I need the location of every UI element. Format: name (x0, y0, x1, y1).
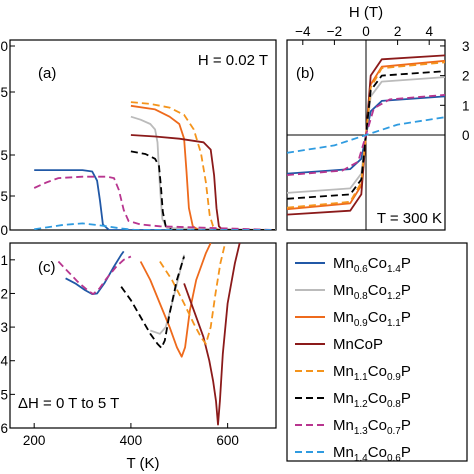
panel-c-xtick-label: 400 (120, 433, 143, 448)
panel-c-ytick-label: 5 (0, 387, 8, 402)
panel-c-label: (c) (38, 259, 56, 276)
panel-a-ytick-label: 5 (0, 148, 8, 163)
panel-b-xtick-label: 0 (362, 24, 370, 39)
panel-b-ytick-label: 3 (462, 39, 470, 54)
panel-a-ytick-label: 5 (0, 85, 8, 100)
legend-entry: Mn1.1Co0.9P (295, 363, 411, 383)
legend-entry: Mn0.6Co1.4P (295, 255, 411, 275)
panel-c-ytick-label: 6 (0, 421, 8, 436)
panel-a-annotation: H = 0.02 T (198, 52, 268, 69)
legend-label: Mn0.9Co1.1P (333, 309, 411, 329)
panel-b-label: (b) (296, 65, 314, 82)
panel-b-xtick-label: −4 (295, 24, 311, 39)
panel-a-label: (a) (38, 65, 56, 82)
legend-frame (286, 242, 468, 462)
panel-a-series-4 (130, 101, 276, 230)
panel-c-series-6 (57, 255, 132, 295)
panel-c-series-3 (183, 243, 241, 426)
panel-c-annotation: ΔH = 0 T to 5 T (18, 395, 119, 412)
panel-b-annotation: T = 300 K (377, 210, 442, 227)
legend-entry: Mn0.8Co1.2P (295, 282, 411, 302)
panel-c-ytick-label: -1 (0, 253, 8, 268)
legend-entry: Mn1.4Co0.6P (295, 444, 411, 464)
panel-b-ytick-label: 0 (462, 128, 470, 143)
panel-a-ytick-label: 0 (0, 39, 8, 54)
legend-label: Mn1.1Co0.9P (333, 363, 411, 383)
legend: Mn0.6Co1.4P Mn0.8Co1.2P Mn0.9Co1.1P MnCoP Mn… (286, 242, 468, 464)
legend-label: Mn1.2Co0.8P (333, 390, 411, 410)
panel-c-xtick-label: 200 (23, 433, 46, 448)
panel-b-ytick-label: 2 (462, 69, 470, 84)
legend-entry: MnCoP (295, 336, 383, 353)
panel-c-xlabel: T (K) (126, 455, 159, 472)
panel-b-series-7 (287, 116, 445, 154)
panel-c-series-5 (120, 256, 185, 349)
legend-entry: Mn1.3Co0.7P (295, 417, 411, 437)
panel-a-series-7 (34, 222, 276, 230)
legend-label: MnCoP (333, 336, 383, 353)
panel-a-series-1 (130, 115, 276, 230)
panel-c-series-0 (65, 250, 125, 295)
panel-c-frame (9, 242, 277, 429)
panel-c-series-2 (139, 243, 212, 358)
panel-b: −4 −2 0 2 4 3 2 1 0 H (T) (b) T = 300 K (286, 4, 470, 231)
panel-b-ytick-label: 1 (462, 98, 470, 113)
panel-a-ytick-label: 0 (0, 223, 8, 238)
legend-label: Mn1.3Co0.7P (333, 417, 411, 437)
panel-a-series-6 (33, 175, 276, 230)
panel-c-ytick-label: 2 (0, 286, 8, 301)
panel-a-series-5 (130, 150, 276, 230)
panel-c-ytick-label: 3 (0, 320, 8, 335)
legend-entry: Mn1.2Co0.8P (295, 390, 411, 410)
legend-entry: Mn0.9Co1.1P (295, 309, 411, 329)
panel-b-xtick-label: 4 (425, 24, 433, 39)
panel-a: 0 5 5 5 0 (a) H = 0.02 T (0, 39, 277, 238)
legend-label: Mn1.4Co0.6P (333, 444, 411, 464)
legend-label: Mn0.6Co1.4P (333, 255, 411, 275)
legend-label: Mn0.8Co1.2P (333, 282, 411, 302)
panel-c: 200 400 600 -1 2 3 4 5 6 (c) ΔH = 0 T to 5 T T … (0, 242, 277, 472)
panel-a-series-3 (130, 134, 276, 230)
panel-b-xtick-label: 2 (394, 24, 402, 39)
panel-b-xtick-label: −2 (327, 24, 342, 39)
panel-b-xlabel: H (T) (349, 4, 383, 21)
panel-a-series-0 (34, 169, 276, 230)
panel-a-ytick-label: 5 (0, 189, 8, 204)
panel-a-series-2 (130, 104, 276, 230)
panel-c-series-4 (159, 243, 227, 345)
panel-c-xtick-label: 600 (216, 433, 239, 448)
panel-c-ytick-label: 4 (0, 354, 8, 369)
